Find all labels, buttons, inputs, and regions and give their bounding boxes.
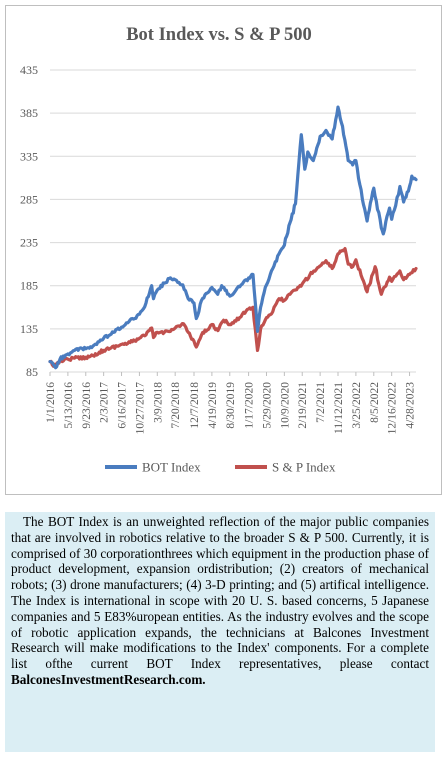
x-tick-label: 7/20/2018 bbox=[170, 382, 182, 429]
y-tick-label: 385 bbox=[20, 106, 38, 120]
x-tick-label: 10/9/2020 bbox=[279, 382, 291, 429]
x-tick-label: 8/5/2022 bbox=[369, 382, 381, 423]
x-tick-label: 10/27/2017 bbox=[134, 382, 146, 435]
description-body: The BOT Index is an unweighted reflectio… bbox=[11, 514, 429, 672]
website-contact: BalconesInvestmentResearch.com. bbox=[11, 671, 206, 687]
x-tick-label: 3/25/2022 bbox=[351, 382, 363, 429]
chart-title: Bot Index vs. S & P 500 bbox=[126, 25, 312, 45]
x-tick-label: 1/1/2016 bbox=[45, 382, 57, 423]
chart-container: Bot Index vs. S & P 500 85 135 185 235 285 33… bbox=[5, 5, 442, 495]
description-text: The BOT Index is an unweighted reflectio… bbox=[11, 514, 429, 688]
x-tick-label: 2/19/2021 bbox=[297, 382, 309, 429]
x-tick-label: 4/19/2019 bbox=[207, 382, 219, 429]
y-tick-label: 285 bbox=[20, 192, 38, 206]
x-tick-label: 11/12/2021 bbox=[333, 382, 345, 434]
description-panel: The BOT Index is an unweighted reflectio… bbox=[5, 512, 435, 752]
x-tick-label: 6/16/2017 bbox=[117, 382, 129, 429]
x-tick-label: 9/23/2016 bbox=[81, 382, 93, 429]
x-tick-label: 12/7/2018 bbox=[189, 382, 201, 429]
x-tick-label: 12/16/2022 bbox=[387, 382, 399, 435]
x-tick-label: 5/29/2020 bbox=[261, 382, 273, 429]
x-tick-label: 5/13/2016 bbox=[63, 382, 75, 429]
legend-label: BOT Index bbox=[142, 460, 201, 475]
x-tick-label: 7/2/2021 bbox=[315, 382, 327, 423]
series-line bbox=[48, 105, 418, 370]
x-tick-label: 4/28/2023 bbox=[405, 382, 417, 429]
series-line bbox=[48, 247, 418, 369]
y-tick-label: 185 bbox=[20, 279, 38, 293]
x-tick-label: 1/17/2020 bbox=[244, 382, 256, 429]
legend-label: S & P Index bbox=[272, 460, 336, 475]
line-chart: Bot Index vs. S & P 500 85 135 185 235 285 33… bbox=[20, 25, 418, 475]
y-tick-label: 335 bbox=[20, 149, 38, 163]
y-tick-label: 135 bbox=[20, 322, 38, 336]
y-tick-label: 235 bbox=[20, 236, 38, 250]
y-tick-label: 85 bbox=[26, 365, 38, 379]
x-tick-label: 3/9/2018 bbox=[152, 382, 164, 423]
x-tick-label: 8/30/2019 bbox=[225, 382, 237, 429]
x-tick-label: 2/3/2017 bbox=[99, 382, 111, 423]
y-tick-label: 435 bbox=[20, 63, 38, 77]
